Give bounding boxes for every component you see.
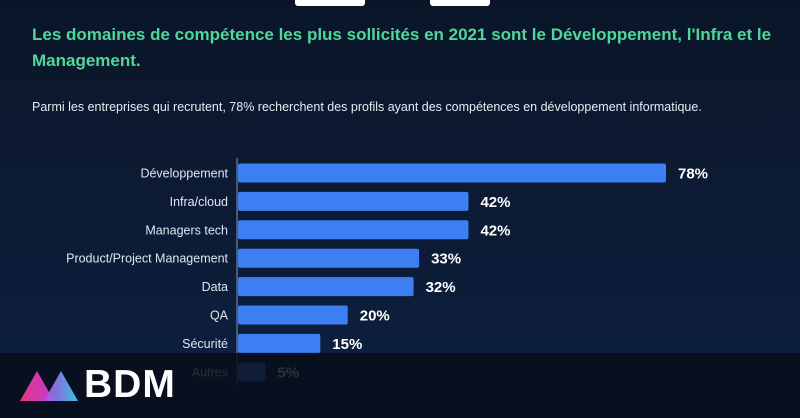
value-label: 42% bbox=[480, 222, 510, 239]
category-label: Infra/cloud bbox=[170, 195, 228, 209]
category-label: Managers tech bbox=[145, 223, 228, 237]
value-label: 42% bbox=[480, 194, 510, 211]
value-label: 33% bbox=[431, 251, 461, 268]
bdm-logo-icon bbox=[20, 367, 82, 405]
category-label: Product/Project Management bbox=[66, 252, 228, 266]
value-label: 15% bbox=[332, 336, 362, 353]
chart-headline: Les domaines de compétence les plus soll… bbox=[32, 22, 772, 74]
bar bbox=[238, 334, 320, 353]
chart-subtitle: Parmi les entreprises qui recrutent, 78%… bbox=[32, 98, 732, 117]
brand-footer: BDM bbox=[0, 353, 800, 418]
category-label: Data bbox=[202, 280, 228, 294]
category-label: Développement bbox=[140, 167, 228, 181]
brand-name: BDM bbox=[84, 361, 176, 409]
bar bbox=[238, 306, 348, 325]
category-label: QA bbox=[210, 309, 229, 323]
bar bbox=[238, 164, 666, 183]
bar bbox=[238, 249, 419, 268]
cropped-title-fragment bbox=[0, 0, 800, 10]
bar bbox=[238, 192, 468, 211]
category-label: Sécurité bbox=[182, 337, 228, 351]
value-label: 78% bbox=[678, 166, 708, 183]
value-label: 32% bbox=[426, 279, 456, 296]
value-label: 20% bbox=[360, 308, 390, 325]
bar bbox=[238, 277, 414, 296]
bar bbox=[238, 220, 468, 239]
